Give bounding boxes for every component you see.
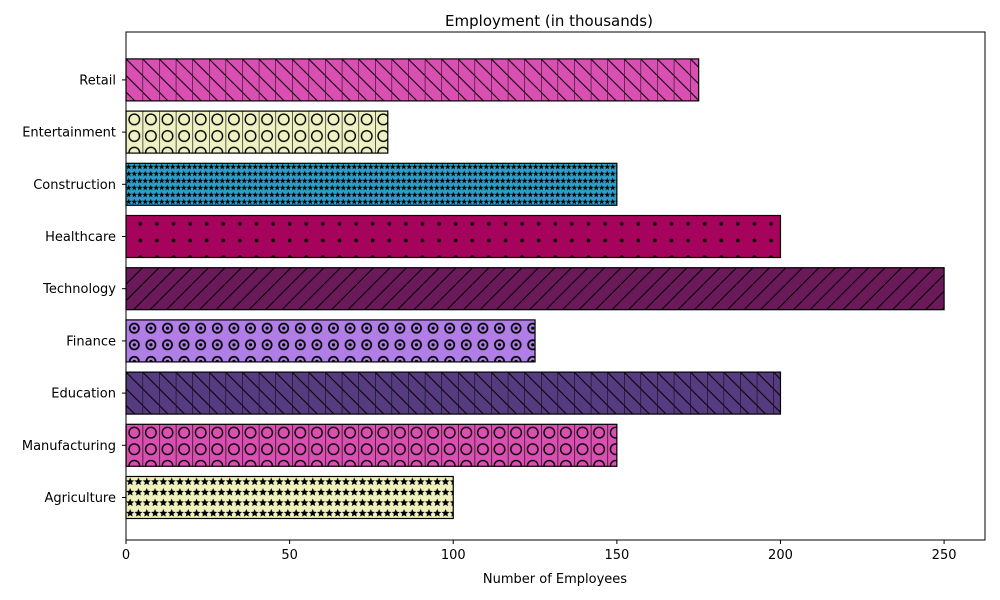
y-axis: Agriculture Manufacturing Education Finance… bbox=[22, 73, 126, 506]
x-tick-label: 200 bbox=[768, 548, 793, 563]
bar-healthcare bbox=[125, 214, 782, 259]
y-tick-label: Entertainment bbox=[22, 126, 116, 141]
y-tick-label: Healthcare bbox=[45, 230, 116, 245]
bar-technology bbox=[125, 267, 945, 311]
chart-title: Employment (in thousands) bbox=[445, 12, 653, 30]
x-axis: 0 50 100 150 200 250 bbox=[122, 540, 957, 563]
x-tick-label: 0 bbox=[122, 548, 130, 563]
bar-education bbox=[125, 371, 782, 415]
bar-retail bbox=[125, 58, 700, 102]
y-tick-label: Retail bbox=[79, 73, 116, 88]
y-tick-label: Education bbox=[51, 387, 116, 402]
x-axis-label: Number of Employees bbox=[483, 572, 627, 587]
x-tick-label: 150 bbox=[604, 548, 629, 563]
bar-agriculture bbox=[125, 475, 454, 520]
x-tick-label: 100 bbox=[441, 548, 466, 563]
bar-manufacturing bbox=[125, 423, 618, 467]
y-tick-label: Technology bbox=[42, 282, 116, 297]
y-tick-label: Manufacturing bbox=[22, 439, 116, 454]
bar-finance bbox=[125, 319, 536, 363]
bar-entertainment bbox=[125, 110, 389, 154]
plot-frame bbox=[125, 31, 986, 541]
x-tick-label: 50 bbox=[281, 548, 298, 563]
x-tick-label: 250 bbox=[932, 548, 957, 563]
y-tick-label: Construction bbox=[33, 178, 116, 193]
y-tick-label: Finance bbox=[66, 334, 116, 349]
bars-group bbox=[125, 58, 945, 520]
bar-construction bbox=[125, 162, 618, 206]
y-tick-label: Agriculture bbox=[45, 491, 117, 506]
